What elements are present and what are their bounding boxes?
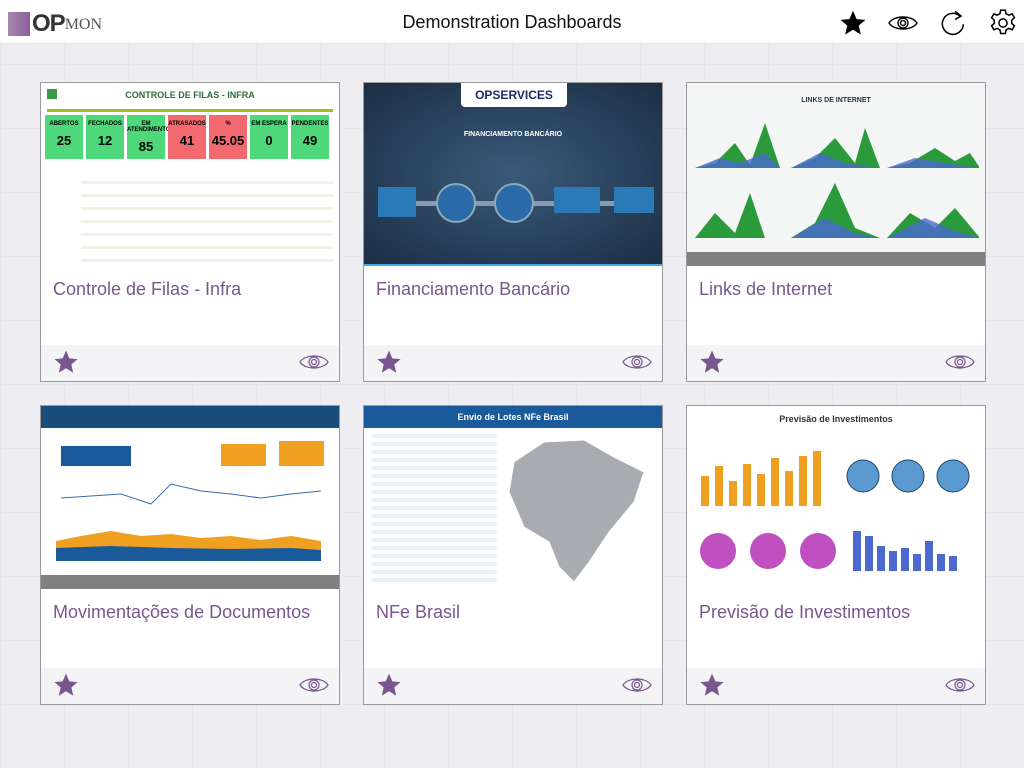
view-eye-icon[interactable] — [299, 351, 329, 373]
states-table — [372, 434, 497, 584]
thumbnail-footer — [41, 575, 339, 589]
card-title: Controle de Filas - Infra — [53, 279, 242, 299]
kpi-box: ABERTOS 25 — [45, 115, 83, 159]
thumbnail-heading: FINANCIAMENTO BANCÁRIO — [463, 131, 563, 138]
thumbnail-heading: Envio de Lotes NFe Brasil — [364, 406, 662, 428]
favorite-star-icon[interactable] — [699, 672, 725, 698]
favorite-star-icon[interactable] — [53, 349, 79, 375]
view-eye-icon[interactable] — [622, 674, 652, 696]
dashboard-card-financiamento-bancario[interactable]: OPSERVICES FINANCIAMENTO BANCÁRIO Financ… — [363, 82, 663, 382]
thumbnail-heading: CONTROLE DE FILAS - INFRA — [125, 90, 255, 100]
card-footer — [364, 668, 662, 704]
view-eye-icon[interactable] — [945, 674, 975, 696]
dashboard-thumbnail[interactable] — [41, 406, 339, 589]
logo-mark — [8, 12, 30, 36]
status-table — [81, 171, 333, 263]
top-bar: OP MON Demonstration Dashboards — [0, 0, 1024, 44]
dashboard-card-nfe-brasil[interactable]: Envio de Lotes NFe Brasil NFe Brasil — [363, 405, 663, 705]
dashboard-thumbnail[interactable]: Envio de Lotes NFe Brasil — [364, 406, 662, 589]
card-footer — [41, 345, 339, 381]
favorite-star-icon[interactable] — [376, 672, 402, 698]
favorite-star-icon[interactable] — [699, 349, 725, 375]
opmon-logo: OP MON — [8, 10, 102, 38]
card-footer — [687, 345, 985, 381]
process-step — [436, 183, 476, 223]
kpi-box: EM ESPERA 0 — [250, 115, 288, 159]
kpi-box: % 45.05 — [209, 115, 247, 159]
card-footer — [41, 668, 339, 704]
page-title: Demonstration Dashboards — [402, 12, 622, 32]
card-title: NFe Brasil — [376, 602, 461, 622]
card-title: Financiamento Bancário — [376, 279, 571, 299]
kpi-box: PENDENTES 49 — [291, 115, 329, 159]
charts-preview — [56, 441, 324, 561]
kpi-box: ATRASADOS 41 — [168, 115, 206, 159]
star-icon[interactable] — [839, 9, 867, 37]
opservices-logo — [47, 89, 57, 99]
dashboard-thumbnail[interactable]: Previsão de Investimentos — [687, 406, 985, 589]
area-charts-grid — [695, 123, 979, 238]
dashboard-thumbnail[interactable]: CONTROLE DE FILAS - INFRA ABERTOS 25 FECH… — [41, 83, 339, 266]
logo-text-bold: OP — [32, 10, 66, 37]
favorite-star-icon[interactable] — [376, 349, 402, 375]
view-eye-icon[interactable] — [622, 351, 652, 373]
dashboard-card-previsao-de-investimentos[interactable]: Previsão de Investimentos Previsão de In… — [686, 405, 986, 705]
dashboard-card-controle-de-filas[interactable]: CONTROLE DE FILAS - INFRA ABERTOS 25 FECH… — [40, 82, 340, 382]
view-eye-icon[interactable] — [945, 351, 975, 373]
thumbnail-heading: LINKS DE INTERNET — [801, 97, 871, 104]
card-footer — [687, 668, 985, 704]
card-title: Movimentações de Documentos — [53, 602, 311, 622]
process-step — [614, 187, 654, 213]
view-eye-icon[interactable] — [299, 674, 329, 696]
thumbnail-header — [41, 406, 339, 428]
card-footer — [364, 345, 662, 381]
dashboard-thumbnail[interactable]: LINKS DE INTERNET — [687, 83, 985, 266]
opservices-logo: OPSERVICES — [461, 83, 567, 107]
process-step — [554, 187, 600, 213]
card-title: Links de Internet — [699, 279, 833, 299]
dashboard-thumbnail[interactable]: OPSERVICES FINANCIAMENTO BANCÁRIO — [364, 83, 662, 266]
logo-text: MON — [64, 16, 103, 33]
gear-icon[interactable] — [989, 9, 1017, 37]
refresh-icon[interactable] — [940, 9, 968, 37]
process-step — [378, 187, 416, 217]
card-title: Previsão de Investimentos — [699, 602, 911, 622]
kpi-box: FECHADOS 12 — [86, 115, 124, 159]
favorite-star-icon[interactable] — [53, 672, 79, 698]
divider — [47, 109, 333, 112]
thumbnail-heading: Previsão de Investimentos — [779, 414, 893, 424]
dashboard-card-movimentacoes-de-documentos[interactable]: Movimentações de Documentos — [40, 405, 340, 705]
thumbnail-footer — [687, 252, 985, 266]
dashboard-card-links-de-internet[interactable]: LINKS DE INTERNET Links de Internet — [686, 82, 986, 382]
charts-preview — [700, 451, 970, 571]
process-step — [494, 183, 534, 223]
eye-icon[interactable] — [888, 9, 918, 37]
kpi-row: ABERTOS 25 FECHADOS 12 EM ATENDIMENTO 85 AT… — [45, 115, 329, 159]
brazil-map — [508, 439, 645, 583]
kpi-box: EM ATENDIMENTO 85 — [127, 115, 170, 159]
